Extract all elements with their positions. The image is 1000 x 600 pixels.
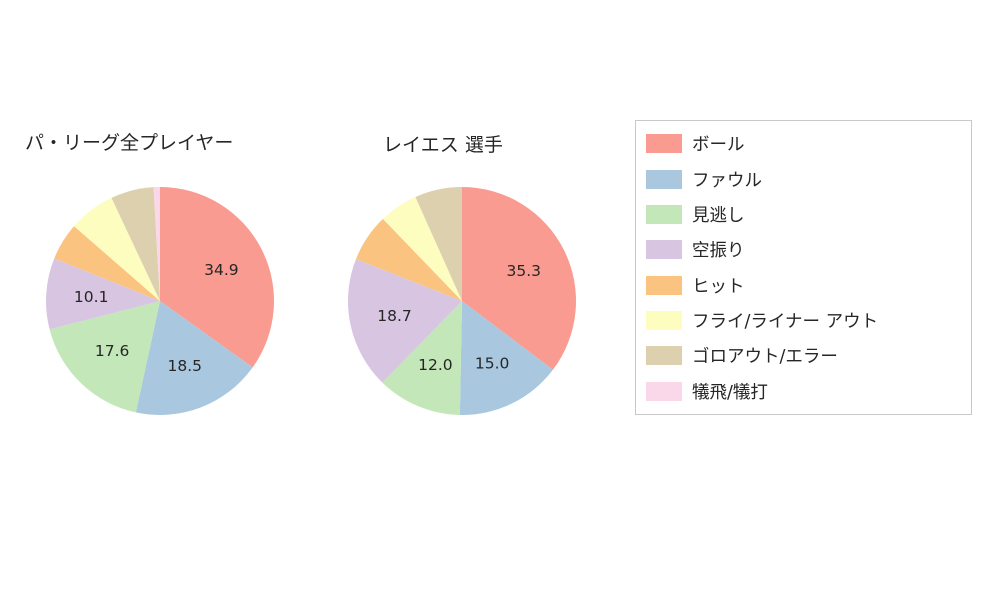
- legend-item: 犠飛/犠打: [636, 379, 971, 404]
- pie-slice-6: [111, 187, 160, 301]
- legend-swatch: [646, 204, 682, 224]
- slice-value-label: 34.9: [204, 261, 239, 279]
- legend-swatch: [646, 134, 682, 154]
- slice-value-label: 12.0: [418, 356, 453, 374]
- legend-item: ボール: [636, 131, 971, 156]
- right-pie-chart: 35.3 15.0 12.0 18.7: [348, 187, 576, 415]
- legend-swatch: [646, 240, 682, 260]
- legend-item: 見逃し: [636, 202, 971, 227]
- pie-slice-1: [135, 301, 253, 415]
- legend-swatch: [646, 311, 682, 331]
- pie-slice-2: [49, 301, 160, 413]
- slice-value-label: 35.3: [506, 262, 541, 280]
- pie-slice-0: [160, 187, 274, 368]
- slice-value-label: 18.7: [377, 307, 412, 325]
- chart-title-left: パ・リーグ全プレイヤー: [25, 132, 234, 154]
- legend-label: ゴロアウト/エラー: [692, 347, 838, 368]
- legend-item: 空振り: [636, 237, 971, 262]
- legend-label: 空振り: [692, 241, 745, 262]
- pie-slice-7: [153, 187, 160, 301]
- legend-label: フライ/ライナー アウト: [692, 312, 879, 333]
- legend-label: ヒット: [692, 276, 745, 297]
- pie-slice-3: [46, 258, 160, 330]
- legend-label: ボール: [692, 135, 745, 156]
- pie-slice-2: [382, 301, 462, 415]
- pie-slice-4: [54, 226, 160, 301]
- pie-slice-0: [462, 187, 576, 370]
- slice-value-label: 17.6: [95, 342, 130, 360]
- left-pie-chart: 34.9 18.5 17.6 10.1: [46, 187, 274, 415]
- slice-value-label: 15.0: [475, 355, 510, 373]
- legend: ボールファウル見逃し空振りヒットフライ/ライナー アウト ゴロアウト/エラー 犠飛/…: [635, 120, 972, 415]
- legend-label: ファウル: [692, 170, 762, 191]
- pie-slice-4: [356, 218, 462, 301]
- legend-item: ヒット: [636, 273, 971, 298]
- pie-slice-5: [382, 196, 462, 301]
- legend-item: ゴロアウト/エラー: [636, 343, 971, 368]
- legend-swatch: [646, 346, 682, 366]
- slice-value-label: 10.1: [74, 288, 109, 306]
- legend-swatch: [646, 275, 682, 295]
- legend-label: 見逃し: [692, 205, 745, 226]
- pie-slice-5: [74, 197, 160, 301]
- legend-label: 犠飛/犠打: [692, 382, 768, 403]
- legend-item: フライ/ライナー アウト: [636, 308, 971, 333]
- pie-slice-6: [415, 187, 462, 301]
- legend-swatch: [646, 169, 682, 189]
- legend-swatch: [646, 381, 682, 401]
- legend-item: ファウル: [636, 167, 971, 192]
- pie-slice-1: [459, 301, 553, 415]
- slice-value-label: 18.5: [168, 357, 203, 375]
- pie-slice-3: [348, 259, 462, 383]
- chart-title-right: レイエス 選手: [383, 134, 503, 156]
